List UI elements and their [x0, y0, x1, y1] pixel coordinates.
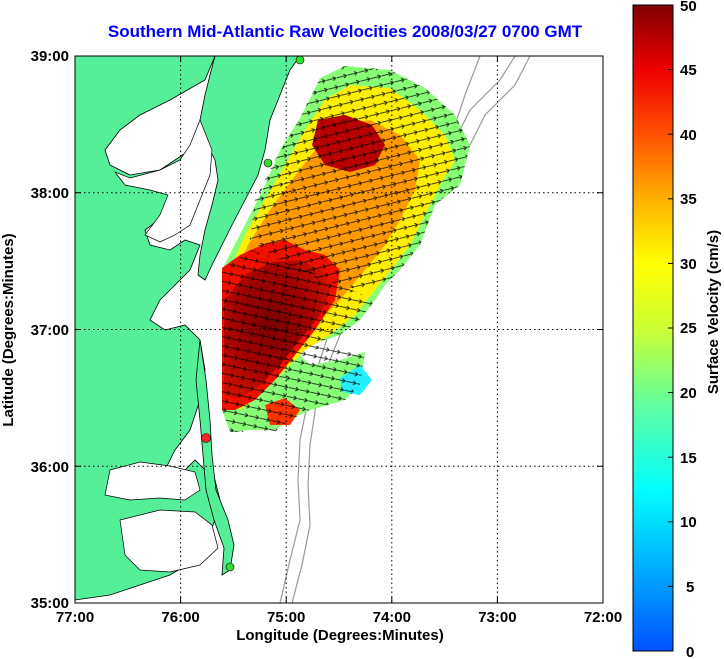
velocity-field: [222, 66, 470, 432]
y-tick-labels: 39:00 38:00 37:00 36:00 35:00: [31, 48, 69, 612]
colorbar-tick-label: 20: [680, 385, 697, 402]
x-tick-label: 76:00: [161, 609, 199, 626]
albemarle-sound: [104, 461, 201, 501]
station-marker: [225, 562, 235, 572]
colorbar-tick-label: 50: [680, 0, 697, 15]
x-tick-label: 75:00: [267, 609, 305, 626]
pamlico-sound: [119, 509, 219, 573]
colorbar-tick-label: 30: [680, 256, 697, 273]
tick-marks: [75, 56, 603, 603]
velocity-vectors-north: [250, 66, 470, 290]
x-tick-labels: 77:00 76:00 75:00 74:00 73:00 72:00: [56, 609, 622, 626]
colorbar-tick-label: 45: [680, 62, 697, 79]
x-axis-label: Longitude (Degrees:Minutes): [236, 627, 444, 644]
y-tick-label: 35:00: [31, 595, 69, 612]
y-tick-label: 37:00: [31, 322, 69, 339]
colorbar-tick-label: 15: [680, 450, 697, 467]
plot-area: [75, 56, 603, 603]
x-tick-label: 72:00: [584, 609, 622, 626]
station-marker: [201, 433, 211, 443]
stations: [201, 56, 305, 572]
x-tick-label: 74:00: [373, 609, 411, 626]
x-tick-label: 77:00: [56, 609, 94, 626]
colorbar-gradient: [632, 4, 674, 652]
colorbar-label: Surface Velocity (cm/s): [705, 230, 722, 394]
colorbar-tick-label: 5: [686, 579, 694, 596]
y-axis-label: Latitude (Degrees:Minutes): [0, 233, 17, 426]
station-marker: [263, 158, 273, 168]
grid-lines: [75, 56, 603, 603]
colorbar-tick-label: 10: [680, 514, 697, 531]
colorbar: 50 45 40 35 30 25 20 15 10 5 0 Surface V…: [632, 0, 722, 659]
chart-title: Southern Mid-Atlantic Raw Velocities 200…: [107, 22, 583, 41]
y-tick-label: 38:00: [31, 185, 69, 202]
y-tick-label: 36:00: [31, 459, 69, 476]
x-tick-label: 73:00: [478, 609, 516, 626]
colorbar-tick-label: 25: [680, 320, 697, 337]
station-marker: [295, 56, 305, 65]
chesapeake-bay: [113, 119, 213, 243]
colorbar-tick-label: 35: [680, 191, 697, 208]
colorbar-tick-label: 40: [680, 127, 697, 144]
velocity-vectors-south: [222, 250, 375, 432]
y-tick-label: 39:00: [31, 48, 69, 65]
colorbar-tick-label: 0: [686, 644, 694, 659]
